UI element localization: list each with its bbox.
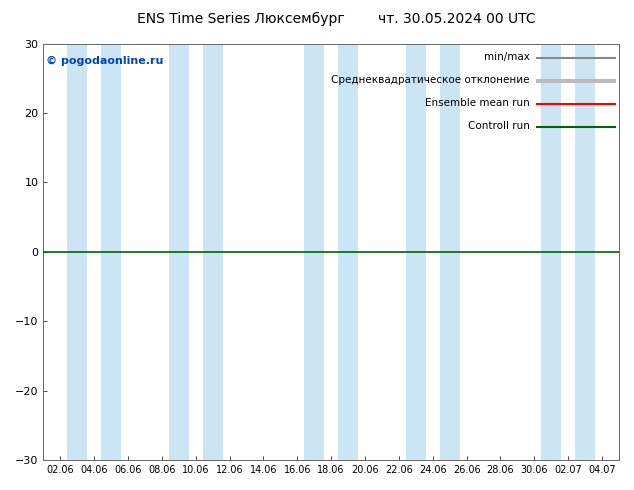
Text: Среднеквадратическое отклонение: Среднеквадратическое отклонение	[332, 75, 530, 85]
Bar	[338, 44, 358, 460]
Bar	[67, 44, 87, 460]
Bar	[406, 44, 426, 460]
Bar	[304, 44, 325, 460]
Bar	[439, 44, 460, 460]
Text: Ensemble mean run: Ensemble mean run	[425, 98, 530, 108]
Bar	[169, 44, 189, 460]
Text: Controll run: Controll run	[468, 121, 530, 130]
Bar	[541, 44, 562, 460]
Text: min/max: min/max	[484, 52, 530, 62]
Bar	[575, 44, 595, 460]
Text: чт. 30.05.2024 00 UTC: чт. 30.05.2024 00 UTC	[378, 12, 535, 26]
Bar	[101, 44, 121, 460]
Text: © pogodaonline.ru: © pogodaonline.ru	[46, 56, 164, 66]
Bar	[202, 44, 223, 460]
Text: ENS Time Series Люксембург: ENS Time Series Люксембург	[137, 12, 345, 26]
